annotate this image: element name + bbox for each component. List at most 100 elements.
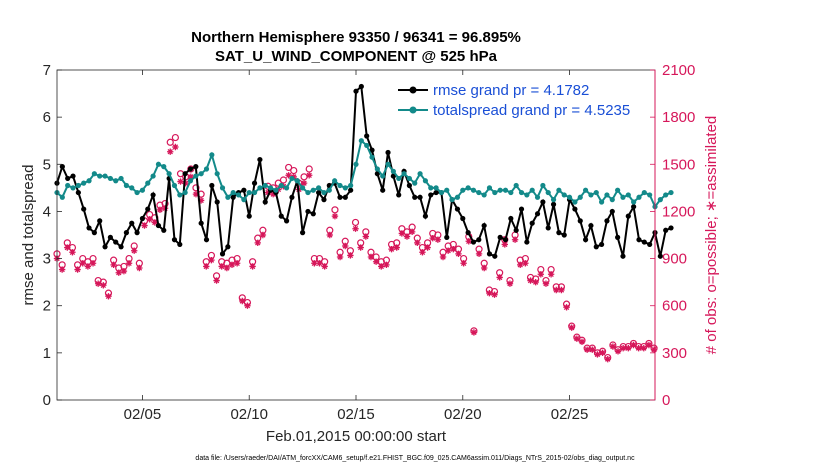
obs-assimilated-marker [203,263,210,270]
spread-point [166,171,172,177]
obs-assimilated-marker [460,260,467,267]
spread-point [396,175,402,182]
rmse-point [145,206,151,212]
rmse-point [476,237,482,243]
obs-assimilated-marker [311,260,318,267]
rmse-point [65,175,71,182]
rmse-point [59,164,65,170]
spread-point [668,189,674,196]
rmse-point [422,213,429,219]
spread-point [631,199,637,205]
x-tick-label: 02/15 [337,406,375,423]
spread-point [65,182,71,189]
rmse-point [257,156,263,163]
rmse-point [513,227,519,233]
obs-assimilated-marker [547,271,555,278]
obs-assimilated-marker [321,263,328,270]
rmse-point [433,189,439,196]
rmse-point [118,244,124,250]
spread-point [214,171,220,177]
obs-assimilated-marker [594,351,601,358]
obs-assimilated-marker [84,263,92,270]
obs-assimilated-marker [285,172,292,179]
rmse-point [230,194,236,200]
spread-point [161,164,167,170]
y-tick-label-left: 1 [43,345,51,362]
spread-point [219,185,226,191]
obs-assimilated-marker [537,271,545,278]
rmse-point [417,194,423,200]
rmse-point [465,230,471,236]
rmse-point [593,244,599,250]
obs-assimilated-marker [110,261,117,269]
rmse-point [225,244,231,250]
rmse-point [604,218,610,224]
spread-point [385,161,391,167]
rmse-point [625,213,631,219]
spread-point [657,197,663,203]
obs-assimilated-marker [352,225,359,232]
obs-assimilated-marker [69,249,76,256]
spread-point [609,197,615,203]
obs-assimilated-marker [316,260,323,267]
obs-assimilated-marker [635,344,642,352]
rmse-point [556,230,562,236]
rmse-point [588,222,594,229]
spread-point [406,175,412,182]
y-tick-label-left: 5 [43,156,51,173]
rmse-point [631,204,637,210]
spread-point [572,199,578,205]
spread-point [508,189,514,196]
spread-point [625,192,631,198]
rmse-point [390,173,396,179]
rmse-point [241,187,247,193]
rmse-point [492,253,498,259]
spread-point [193,173,199,179]
spread-point [449,197,455,203]
spread-point [465,185,471,191]
rmse-point [251,180,258,186]
obs-assimilated-marker [357,244,364,251]
spread-point [283,185,290,191]
rmse-point [171,237,178,243]
spread-point [454,194,461,200]
obs-assimilated-marker [131,247,138,254]
spread-point [209,152,215,158]
spread-point [294,178,300,184]
obs-assimilated-marker [475,250,483,258]
spread-point [230,189,236,196]
x-tick-label: 02/25 [551,406,589,423]
obs-assimilated-marker [522,260,529,267]
obs-assimilated-marker [501,241,508,248]
obs-assimilated-marker [347,252,354,259]
spread-point [337,182,343,189]
obs-assimilated-marker [517,261,524,269]
rmse-point [647,241,653,248]
spread-point [529,187,535,193]
legend-spread-marker [409,106,417,114]
rmse-point [97,218,103,224]
spread-point [599,199,605,205]
obs-assimilated-marker [403,233,411,240]
obs-assimilated-marker [609,343,617,350]
rmse-point [641,239,647,245]
spread-point [582,187,589,193]
obs-assimilated-marker [568,324,575,331]
spread-point [203,166,210,172]
spread-point [235,192,242,198]
obs-assimilated-marker [372,258,380,265]
obs-assimilated-marker [100,282,107,289]
obs-assimilated-marker [94,280,102,287]
obs-assimilated-marker [388,245,395,253]
obs-assimilated-marker [259,231,267,239]
spread-point [305,189,311,196]
legend-spread-label: totalspread grand pr = 4.5235 [433,102,630,119]
obs-assimilated-marker [619,344,627,352]
obs-assimilated-marker [589,346,596,353]
obs-assimilated-marker [192,190,200,198]
rmse-point [534,211,541,217]
spread-point [577,194,583,200]
obs-assimilated-marker [197,197,205,204]
rmse-point [246,213,252,219]
x-tick-label: 02/05 [124,406,162,423]
